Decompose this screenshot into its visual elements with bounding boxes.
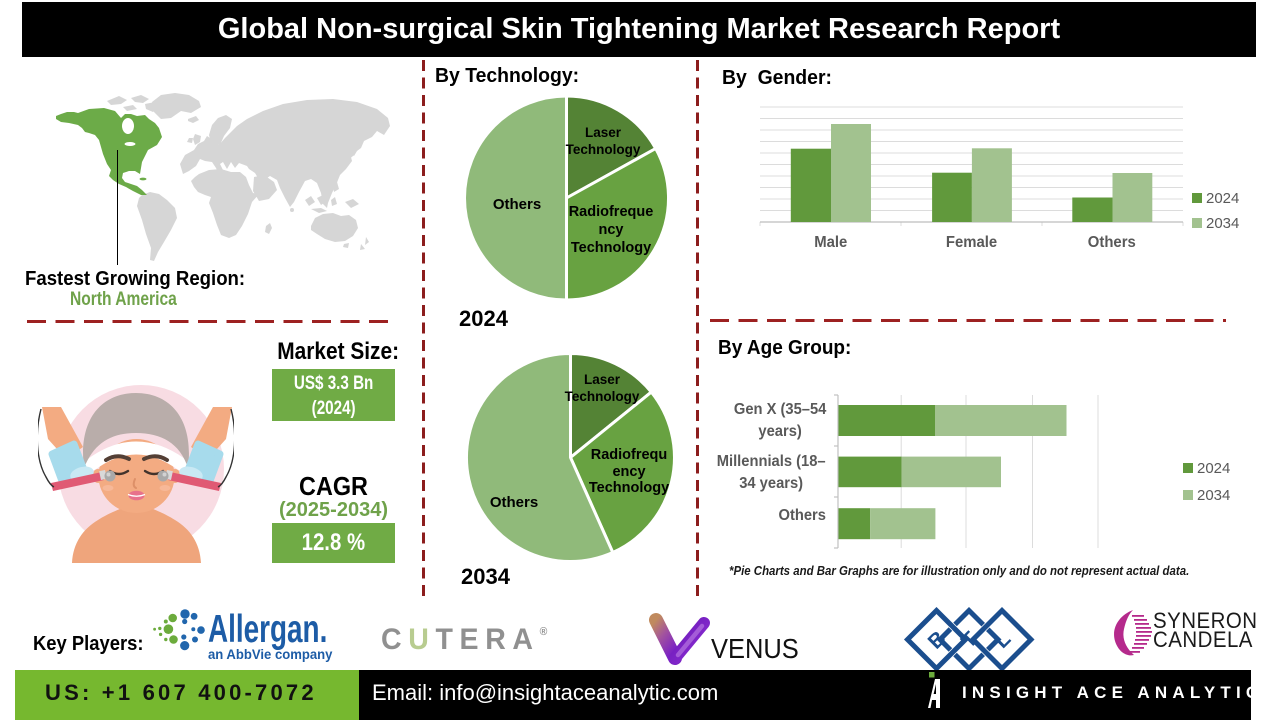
- svg-text:L: L: [990, 627, 1015, 652]
